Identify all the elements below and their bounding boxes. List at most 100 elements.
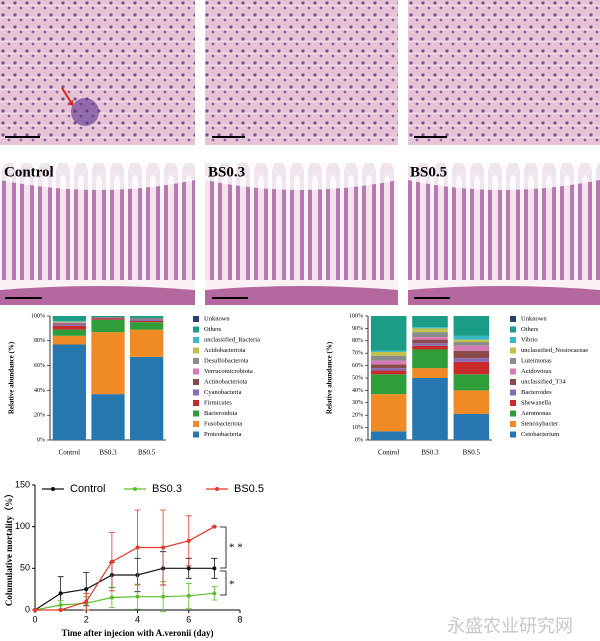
y-tick-label: 0% xyxy=(37,437,45,443)
legend-label: Desulfobacterota xyxy=(204,357,249,364)
bar-segment xyxy=(52,321,86,323)
y-axis-label: Relative abundance (%) xyxy=(8,341,16,414)
legend-label: Others xyxy=(204,326,222,333)
bar-segment xyxy=(130,322,164,330)
marker xyxy=(161,594,166,599)
y-tick-label: 60% xyxy=(352,363,363,369)
histology-image xyxy=(408,0,600,145)
x-tick-label: Control xyxy=(378,449,399,457)
marker xyxy=(212,524,217,529)
x-tick-label: BS0.3 xyxy=(421,449,439,457)
arrow-head xyxy=(68,100,73,106)
bar-segment xyxy=(52,335,86,345)
panel-label: BS0.3 xyxy=(208,164,245,180)
legend-label: Firmicutes xyxy=(204,399,232,406)
legend-marker xyxy=(51,487,55,491)
legend-swatch xyxy=(510,358,516,364)
y-tick-label: 100% xyxy=(349,313,363,319)
bar-segment xyxy=(453,358,490,362)
y-tick-label: 50 xyxy=(20,563,30,573)
error-cap xyxy=(185,515,192,567)
y-tick-label: 100% xyxy=(31,313,45,319)
bar-segment xyxy=(370,394,407,432)
bar-segment xyxy=(130,329,164,357)
error-cap xyxy=(185,582,192,609)
legend-swatch xyxy=(510,347,516,354)
bar-segment xyxy=(370,351,407,356)
legend-swatch xyxy=(510,326,516,333)
bar-segment xyxy=(370,350,407,352)
bar-segment xyxy=(412,332,448,338)
bar-segment xyxy=(130,319,164,321)
marker xyxy=(212,566,217,571)
error-cap xyxy=(211,557,218,579)
significance-bracket xyxy=(220,570,227,596)
bar-segment xyxy=(91,332,125,395)
bar-segment xyxy=(52,324,86,326)
legend-label: BS0.5 xyxy=(234,483,264,495)
legend-label: Acidovorax xyxy=(521,368,552,375)
error-cap xyxy=(108,532,115,592)
y-tick-label: 0% xyxy=(355,437,363,443)
bar-segment xyxy=(453,335,490,340)
series-line xyxy=(34,567,215,611)
marker xyxy=(109,559,114,564)
bar-segment xyxy=(412,378,448,440)
y-tick-label: 90% xyxy=(352,326,363,332)
x-tick-label: 4 xyxy=(135,614,140,624)
bar-segment xyxy=(52,320,86,322)
legend-label: Acidobacteriota xyxy=(204,347,246,354)
bar-segment xyxy=(453,361,490,375)
legend-label: unclassified_Bacteria xyxy=(204,336,260,343)
marker xyxy=(161,545,166,550)
legend-label: Bacteroidota xyxy=(204,410,237,417)
bar-segment xyxy=(412,368,448,378)
y-tick-label: 150 xyxy=(15,479,30,489)
legend-label: BS0.3 xyxy=(152,483,182,495)
annotation: * * xyxy=(229,542,243,554)
bar-segment xyxy=(453,339,490,343)
marker xyxy=(84,587,89,592)
histology-image xyxy=(205,0,398,145)
y-tick-label: 10% xyxy=(352,425,363,431)
histology-image xyxy=(0,0,195,145)
marker xyxy=(186,538,191,543)
x-tick-label: BS0.5 xyxy=(463,449,481,457)
bar-segment xyxy=(370,360,407,365)
histology-row-1 xyxy=(0,0,600,145)
error-cap xyxy=(211,586,218,601)
bar-segment xyxy=(412,337,448,340)
arrow xyxy=(61,87,73,105)
watermark: 永盛农业研究网 xyxy=(447,616,573,637)
bar-segment xyxy=(52,344,86,440)
bar-segment xyxy=(91,318,125,320)
y-tick-label: 20% xyxy=(352,413,363,419)
legend-marker xyxy=(215,487,219,491)
legend-label: Fusobacteriota xyxy=(204,420,242,427)
legend-swatch xyxy=(510,389,516,396)
y-axis-label: Columulative mortality（%） xyxy=(4,489,14,606)
y-tick-label: 30% xyxy=(352,400,363,406)
legend-label: Others xyxy=(521,326,539,333)
marker xyxy=(186,566,191,571)
y-tick-label: 80% xyxy=(352,338,363,344)
marker xyxy=(33,608,37,612)
bar-segment xyxy=(91,394,125,440)
bar-segment xyxy=(453,316,490,336)
legend-swatch xyxy=(193,347,199,354)
legend-label: Cetobacterium xyxy=(521,431,559,438)
significance-bracket xyxy=(220,526,227,569)
legend-label: Stenoxybacter xyxy=(521,420,559,427)
marker xyxy=(135,594,140,599)
y-tick-label: 40% xyxy=(352,388,363,394)
bar-segment xyxy=(453,413,490,440)
legend-swatch xyxy=(510,400,516,406)
x-tick-label: BS0.3 xyxy=(99,449,117,457)
panel-label: BS0.5 xyxy=(410,164,447,180)
bar-segment xyxy=(412,345,448,350)
y-axis-label: Relative abundance (%) xyxy=(326,341,334,414)
bar-segment xyxy=(52,322,86,323)
legend-swatch xyxy=(510,368,516,375)
bar-segment xyxy=(130,316,164,319)
legend-swatch xyxy=(510,337,516,343)
